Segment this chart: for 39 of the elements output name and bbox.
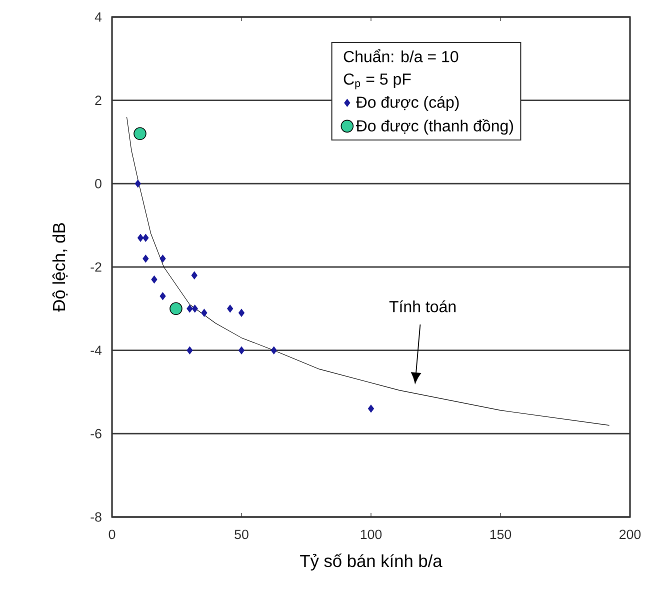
point	[191, 271, 198, 280]
point	[192, 304, 198, 313]
y-tick-label: -8	[90, 512, 102, 522]
x-axis-title: Tỷ số bán kính b/a	[300, 554, 442, 571]
line-series	[126, 116, 610, 426]
legend-label: Đo được (thanh đồng)	[356, 119, 513, 135]
point	[170, 302, 182, 316]
annotation: Tính toán	[389, 300, 456, 312]
y-tick-label: 2	[95, 96, 102, 105]
point	[134, 127, 146, 140]
x-tick-label: 100	[360, 530, 382, 540]
legend-title: Chuẩn: b/a = 10	[344, 49, 458, 62]
point	[134, 180, 141, 188]
point	[186, 346, 193, 354]
point	[368, 404, 374, 413]
x-tick-label: 0	[108, 530, 116, 540]
point	[201, 308, 208, 317]
y-tick-label: -6	[90, 428, 102, 438]
annotation: C$_{p}$ = 5 pF	[344, 73, 411, 90]
point	[186, 304, 193, 313]
point	[238, 346, 244, 354]
point	[160, 254, 166, 263]
point	[142, 254, 149, 263]
y-tick-label: -2	[90, 262, 102, 272]
point	[227, 304, 234, 313]
y-tick-label: -4	[90, 346, 102, 355]
point	[151, 276, 158, 284]
y-tick-label: 0	[95, 178, 102, 188]
point	[160, 292, 166, 300]
point	[270, 346, 277, 354]
y-axis-title: Độ lệch, dB	[52, 223, 68, 312]
x-tick-label: 200	[620, 530, 641, 540]
point	[238, 308, 244, 317]
x-tick-label: 150	[490, 530, 512, 540]
y-tick-label: 4	[94, 12, 102, 22]
point	[142, 234, 149, 242]
point	[137, 234, 144, 242]
legend-label: Đo được (cáp)	[356, 96, 459, 112]
x-tick-label: 50	[234, 530, 248, 540]
